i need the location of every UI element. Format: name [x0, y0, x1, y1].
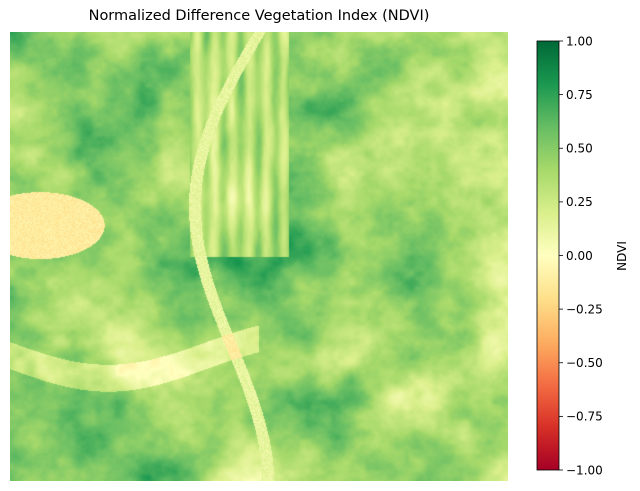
- colorbar-tick-label: 0.25: [566, 195, 593, 209]
- chart-title: Normalized Difference Vegetation Index (…: [88, 8, 430, 24]
- colorbar-tick-label: −0.25: [566, 302, 603, 316]
- colorbar-ticks: 1.00 0.75 0.50 0.25 0.00 −0.25 −0.50 −0.75 −1.00: [559, 34, 603, 477]
- colorbar: 1.00 0.75 0.50 0.25 0.00 −0.25 −0.50 −0.75 −1.00…: [536, 34, 629, 477]
- colorbar-gradient: [536, 40, 560, 471]
- colorbar-label: NDVI: [615, 241, 629, 271]
- colorbar-tick-label: −1.00: [566, 463, 603, 477]
- colorbar-tick-label: 0.00: [566, 249, 593, 263]
- colorbar-tick-label: 0.50: [566, 142, 593, 156]
- colorbar-tick-label: 0.75: [566, 88, 593, 102]
- colorbar-tick-label: −0.75: [566, 410, 603, 424]
- ndvi-raster-image: [10, 32, 508, 481]
- colorbar-tick-label: 1.00: [566, 34, 593, 48]
- colorbar-tick-label: −0.50: [566, 356, 603, 370]
